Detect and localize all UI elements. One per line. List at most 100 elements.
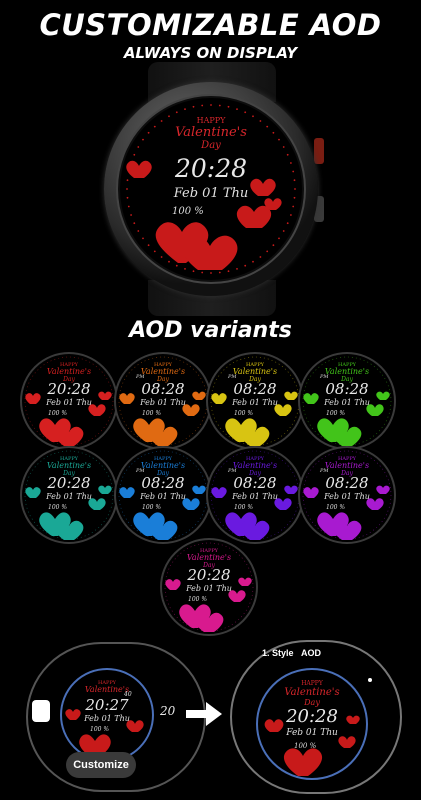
- aod-preview-large[interactable]: HAPPY Valentine's Day 20:28 Feb 01 Thu 1…: [256, 668, 368, 780]
- next-watch-face-partial[interactable]: 20: [160, 690, 190, 730]
- date-display: Feb 01 Thu: [173, 186, 249, 201]
- variant-time: 08:28: [141, 380, 185, 398]
- variant-happy: HAPPY: [59, 456, 78, 462]
- time-display: 20:28: [174, 154, 248, 183]
- large-battery: 100 %: [294, 742, 317, 750]
- variant-happy: HAPPY: [153, 362, 172, 368]
- variant-pm: PM: [228, 374, 237, 380]
- variant-battery: 100 %: [142, 410, 162, 417]
- variant-time: 08:28: [233, 380, 277, 398]
- main-watch-face: HAPPY Valentine's Day 20:28 Feb 01 Thu 1…: [120, 98, 302, 280]
- aod-variant-2[interactable]: HAPPY Valentine's Day PM 08:28 Feb 01 Thu 100 …: [114, 352, 212, 450]
- variant-happy: HAPPY: [59, 362, 78, 368]
- customize-button[interactable]: Customize: [66, 752, 136, 778]
- variants-title: AOD variants: [129, 318, 292, 343]
- variant-battery: 100 %: [234, 410, 254, 417]
- heart-icon: [250, 178, 276, 196]
- heart-icon: [182, 235, 238, 270]
- preview-time: 20:27: [85, 696, 129, 714]
- aod-label[interactable]: AOD: [301, 648, 322, 658]
- variant-date: Feb 01 Thu: [324, 492, 370, 501]
- variant-day: Day: [341, 376, 353, 383]
- page-title: CUSTOMIZABLE AOD: [39, 8, 382, 42]
- day-label: Day: [201, 140, 221, 151]
- variant-hearts: [302, 356, 392, 446]
- variant-valentines: Valentine's: [140, 367, 186, 376]
- variant-hearts: [210, 356, 300, 446]
- large-day: Day: [304, 698, 320, 707]
- variant-hearts: [210, 450, 300, 540]
- variant-hearts: [118, 356, 208, 446]
- variant-battery: 100 %: [188, 596, 208, 603]
- large-valentines: Valentine's: [284, 687, 340, 698]
- battery-value: 100: [172, 206, 192, 217]
- variant-pm: PM: [228, 468, 237, 474]
- variant-day: Day: [203, 562, 215, 569]
- variant-battery: 100 %: [326, 410, 346, 417]
- variant-date: Feb 01 Thu: [324, 398, 370, 407]
- preview-date: Feb 01 Thu: [84, 714, 130, 723]
- happy-label: HAPPY: [196, 116, 226, 125]
- variant-time: 08:28: [233, 474, 277, 492]
- variant-valentines: Valentine's: [232, 367, 278, 376]
- variant-pm: PM: [136, 374, 145, 380]
- preview-valentines: Valentine's: [84, 685, 130, 694]
- variant-day: Day: [249, 376, 261, 383]
- variant-time: 20:28: [187, 566, 231, 584]
- watch-crown-top[interactable]: [314, 138, 324, 164]
- variant-happy: HAPPY: [245, 362, 264, 368]
- variant-time: 20:28: [47, 380, 91, 398]
- variant-battery: 100 %: [142, 504, 162, 511]
- aod-variant-8[interactable]: HAPPY Valentine's Day PM 08:28 Feb 01 Thu 100 …: [298, 446, 396, 544]
- variant-date: Feb 01 Thu: [46, 492, 92, 501]
- variant-date: Feb 01 Thu: [140, 492, 186, 501]
- variant-date: Feb 01 Thu: [140, 398, 186, 407]
- variant-pm: PM: [136, 468, 145, 474]
- aod-variant-1[interactable]: HAPPY Valentine's Day 20:28 Feb 01 Thu 100 %: [20, 352, 118, 450]
- variant-pm: PM: [320, 468, 329, 474]
- arrow-right-icon: [186, 702, 222, 726]
- preview-battery: 100 %: [90, 726, 110, 733]
- aod-variant-5[interactable]: HAPPY Valentine's Day 20:28 Feb 01 Thu 100 %: [20, 446, 118, 544]
- watch-preview-selected[interactable]: HAPPY Valentine's 20:27 40 Feb 01 Thu 10…: [60, 668, 154, 762]
- style-step-label: 1. Style: [262, 648, 294, 658]
- page-indicator-dot: [368, 678, 372, 682]
- variant-day: Day: [157, 470, 169, 477]
- variant-time: 20:28: [47, 474, 91, 492]
- large-date: Feb 01 Thu: [286, 728, 338, 738]
- variant-battery: 100 %: [326, 504, 346, 511]
- aod-variant-9[interactable]: HAPPY Valentine's Day 20:28 Feb 01 Thu 100 %: [160, 538, 258, 636]
- variant-battery: 100 %: [48, 410, 68, 417]
- variant-day: Day: [63, 376, 75, 383]
- watch-crown-bottom[interactable]: [314, 196, 324, 222]
- preview-happy: HAPPY: [97, 680, 116, 686]
- variant-happy: HAPPY: [199, 548, 218, 554]
- aod-variant-6[interactable]: HAPPY Valentine's Day PM 08:28 Feb 01 Thu 100 …: [114, 446, 212, 544]
- aod-variant-4[interactable]: HAPPY Valentine's Day PM 08:28 Feb 01 Thu 100 …: [298, 352, 396, 450]
- variant-date: Feb 01 Thu: [232, 492, 278, 501]
- variant-valentines: Valentine's: [232, 461, 278, 470]
- variant-battery: 100 %: [234, 504, 254, 511]
- phone-sync-icon[interactable]: [32, 700, 50, 722]
- variant-valentines: Valentine's: [324, 367, 370, 376]
- variant-date: Feb 01 Thu: [46, 398, 92, 407]
- aod-variant-7[interactable]: HAPPY Valentine's Day PM 08:28 Feb 01 Thu 100 …: [206, 446, 304, 544]
- dots-ring: [126, 104, 296, 274]
- variant-valentines: Valentine's: [186, 553, 232, 562]
- variant-happy: HAPPY: [245, 456, 264, 462]
- variant-valentines: Valentine's: [140, 461, 186, 470]
- large-happy: HAPPY: [301, 680, 323, 687]
- variant-happy: HAPPY: [337, 362, 356, 368]
- variant-hearts: [302, 450, 392, 540]
- aod-variant-3[interactable]: HAPPY Valentine's Day PM 08:28 Feb 01 Thu 100 …: [206, 352, 304, 450]
- variant-valentines: Valentine's: [324, 461, 370, 470]
- valentines-label: Valentine's: [175, 125, 247, 140]
- variant-happy: HAPPY: [337, 456, 356, 462]
- watch-bezel: HAPPY Valentine's Day 20:28 Feb 01 Thu 1…: [104, 82, 318, 296]
- heart-icon: [236, 205, 272, 228]
- preview-hearts: [65, 709, 144, 758]
- hearts-decoration: [126, 160, 282, 270]
- heart-icon: [126, 160, 152, 178]
- variant-time: 08:28: [325, 380, 369, 398]
- variant-hearts: [118, 450, 208, 540]
